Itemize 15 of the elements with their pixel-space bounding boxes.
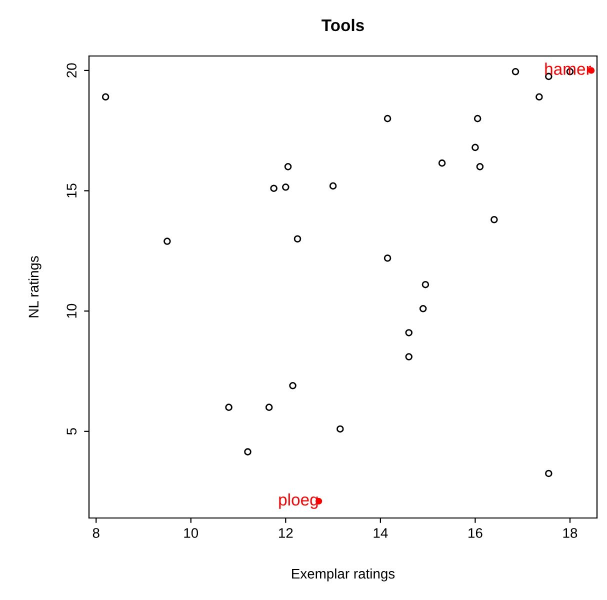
y-tick-label: 20 xyxy=(66,63,77,78)
y-axis-title: NL ratings xyxy=(28,256,42,318)
annotation: ploeg xyxy=(279,493,318,509)
x-tick-label: 14 xyxy=(374,528,388,538)
x-tick-label: 18 xyxy=(563,528,578,538)
y-tick-label: 10 xyxy=(66,304,77,318)
x-tick-label: 10 xyxy=(184,528,198,538)
x-tick-label: 16 xyxy=(468,528,482,538)
y-tick-label: 5 xyxy=(66,428,77,435)
annotation: hamer xyxy=(545,62,592,75)
y-tick-label: 15 xyxy=(66,184,77,198)
x-tick-label: 12 xyxy=(278,528,293,538)
x-axis-title: Exemplar ratings xyxy=(292,568,395,582)
chart-title: Tools xyxy=(322,18,364,32)
x-tick-label: 8 xyxy=(92,528,100,538)
